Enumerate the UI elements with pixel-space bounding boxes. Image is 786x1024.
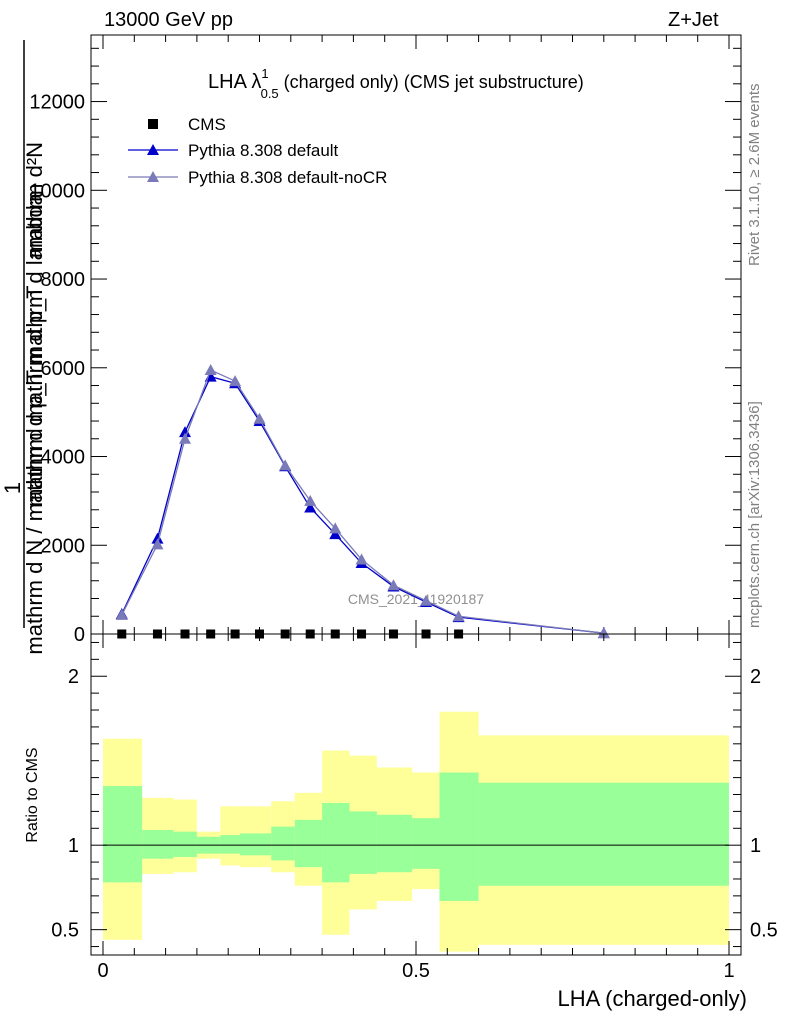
ratio-inner-band xyxy=(376,814,413,873)
x-axis-title: LHA (charged-only) xyxy=(557,986,747,1011)
series-marker-1 xyxy=(329,528,342,540)
ratio-y-tick-label-right: 1 xyxy=(750,835,761,857)
legend-marker-cms xyxy=(148,119,158,129)
series-marker-2 xyxy=(355,553,368,565)
legend-label-0: CMS xyxy=(188,115,226,134)
energy-label: 13000 GeV pp xyxy=(104,9,233,31)
ratio-inner-band xyxy=(412,818,440,869)
ratio-inner-band xyxy=(271,826,295,861)
series-marker-2 xyxy=(279,459,292,471)
main-y-tick-label: 6000 xyxy=(41,358,86,380)
series-marker-1 xyxy=(179,426,192,438)
legend-label-1: Pythia 8.308 default xyxy=(188,141,339,160)
plot-title: LHA λ1 0.5 (charged only) (CMS jet substr… xyxy=(208,66,584,101)
series-marker-1 xyxy=(151,532,164,544)
ratio-y-tick-label-right: 2 xyxy=(750,666,761,688)
ratio-y-tick-label-left: 2 xyxy=(68,666,79,688)
ratio-y-tick-label-left: 0.5 xyxy=(51,920,79,942)
legend-marker-1 xyxy=(147,144,159,155)
series-marker-2 xyxy=(229,375,242,387)
ratio-inner-band xyxy=(142,829,174,859)
series-marker-2 xyxy=(204,363,217,375)
ratio-inner-band xyxy=(239,833,272,856)
series-marker-2 xyxy=(115,608,128,620)
series-line-1 xyxy=(121,375,604,634)
x-tick-label: 1 xyxy=(723,960,734,982)
y-axis-title-lower: 1 xyxy=(0,482,25,494)
series-marker-2 xyxy=(597,627,610,639)
x-tick-label: 0 xyxy=(97,960,108,982)
ratio-plot: 0.5 0.5 1 1 2 2 0 0.5 1 LHA (charged-only) Ratio t… xyxy=(24,633,778,1011)
series-marker-2 xyxy=(253,412,266,424)
analysis-watermark: CMS_2021_I1920187 xyxy=(348,591,484,607)
ratio-y-tick-label-right: 0.5 xyxy=(750,920,778,942)
main-y-tick-label: 8000 xyxy=(41,269,86,291)
series-marker-2 xyxy=(329,522,342,534)
ratio-inner-band xyxy=(478,782,729,886)
ratio-inner-band xyxy=(349,811,377,874)
ratio-y-tick-label-left: 1 xyxy=(68,835,79,857)
ratio-inner-band xyxy=(173,831,197,858)
y-axis-title-upper: mathrm d²N xyxy=(22,142,47,258)
y-axis-title-lower2: mathrm d N / mathrm d mathrm d p_T xyxy=(22,285,47,654)
x-tick-label: 0.5 xyxy=(402,960,430,982)
ratio-inner-band xyxy=(439,772,479,901)
series-marker-2 xyxy=(304,494,317,506)
series-marker-2 xyxy=(151,538,164,550)
main-y-tick-label: 10000 xyxy=(29,180,85,202)
series-marker-1 xyxy=(304,501,317,513)
series-line-2 xyxy=(121,369,604,634)
ratio-inner-band xyxy=(322,802,350,883)
ratio-inner-band xyxy=(103,786,143,883)
process-label: Z+Jet xyxy=(668,9,719,31)
main-y-tick-label: 2000 xyxy=(41,535,86,557)
ratio-inner-band xyxy=(220,835,240,854)
main-y-tick-label: 12000 xyxy=(29,92,85,114)
main-y-tick-label: 4000 xyxy=(41,447,86,469)
series-marker-2 xyxy=(387,579,400,591)
series-marker-2 xyxy=(420,594,433,606)
y-axis-title-upper2: mathrm d p_T mathrm d lambda xyxy=(22,192,47,507)
ratio-y-axis-title: Ratio to CMS xyxy=(24,747,41,842)
series-marker-2 xyxy=(452,610,465,622)
series-marker-2 xyxy=(179,432,192,444)
legend-marker-2 xyxy=(147,171,159,182)
legend-label-2: Pythia 8.308 default-noCR xyxy=(188,168,387,187)
main-y-tick-label: 0 xyxy=(74,624,85,646)
ratio-inner-band xyxy=(294,819,323,868)
